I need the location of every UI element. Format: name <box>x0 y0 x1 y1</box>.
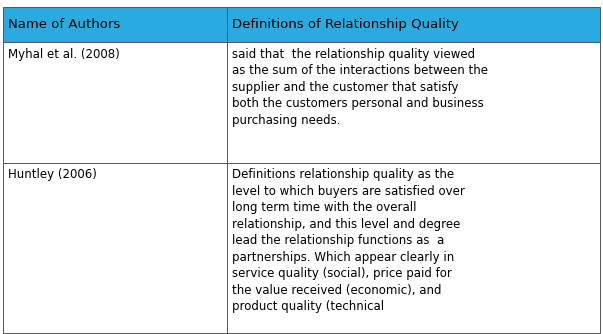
Bar <box>3 7 227 42</box>
Bar <box>3 42 227 163</box>
Text: Name of Authors: Name of Authors <box>8 18 120 31</box>
Bar <box>227 7 600 42</box>
Bar <box>227 42 600 163</box>
Bar <box>227 163 600 333</box>
Bar <box>3 163 227 333</box>
Text: Definitions relationship quality as the
level to which buyers are satisfied over: Definitions relationship quality as the … <box>232 168 464 313</box>
Text: Huntley (2006): Huntley (2006) <box>8 168 96 181</box>
Text: Myhal et al. (2008): Myhal et al. (2008) <box>8 48 119 61</box>
Text: said that  the relationship quality viewed
as the sum of the interactions betwee: said that the relationship quality viewe… <box>232 48 488 127</box>
Text: Definitions of Relationship Quality: Definitions of Relationship Quality <box>232 18 458 31</box>
